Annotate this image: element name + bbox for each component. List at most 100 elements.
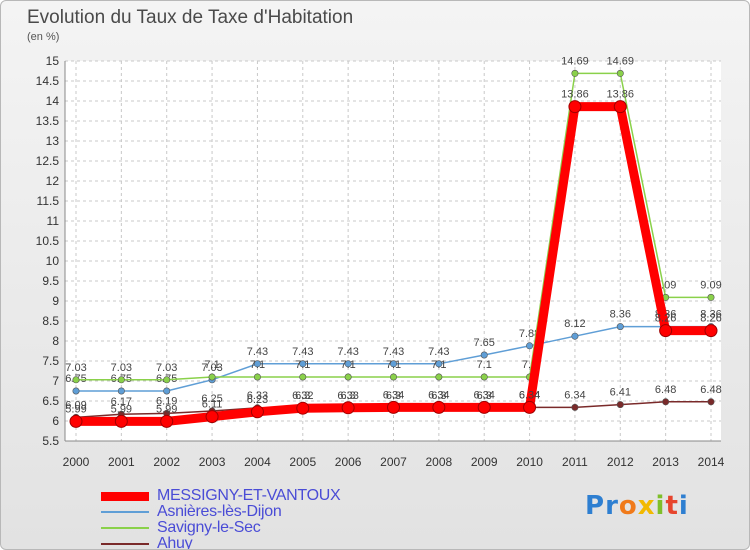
- data-point: [160, 414, 174, 428]
- data-label: 7.1: [477, 359, 492, 371]
- legend-swatch: [101, 527, 149, 529]
- x-tick-label: 2013: [652, 455, 679, 469]
- data-label: 7.43: [428, 346, 449, 358]
- data-label: 6.34: [383, 389, 404, 401]
- legend-swatch: [101, 491, 149, 501]
- data-label: 7.03: [65, 362, 86, 374]
- x-tick-label: 2000: [63, 455, 90, 469]
- data-point: [571, 332, 579, 340]
- legend-item: Asnières-lès-Dijon: [101, 503, 340, 520]
- data-point: [387, 400, 400, 414]
- y-tick-label: 10: [46, 254, 60, 268]
- x-tick-label: 2008: [426, 455, 453, 469]
- data-label: 9.09: [700, 279, 721, 291]
- data-point: [208, 373, 216, 381]
- data-point: [707, 398, 715, 406]
- data-label: 8.36: [700, 309, 721, 321]
- y-tick-label: 7: [52, 374, 59, 388]
- data-label: 7.1: [340, 359, 355, 371]
- data-label: 6.3: [477, 390, 492, 402]
- y-tick-label: 9: [52, 294, 59, 308]
- data-label: 6.3: [386, 390, 401, 402]
- y-tick-label: 13: [46, 134, 60, 148]
- y-tick-label: 14.5: [36, 74, 60, 88]
- y-tick-label: 11: [47, 214, 60, 228]
- data-label: 6.19: [156, 395, 177, 407]
- data-point: [117, 387, 125, 395]
- data-point: [389, 360, 397, 368]
- data-point: [163, 376, 171, 384]
- data-label: 6.41: [610, 387, 631, 399]
- data-label: 7.03: [201, 362, 222, 374]
- data-label: 13.86: [561, 89, 589, 101]
- data-label: 8.26: [700, 313, 721, 325]
- logo-letter: o: [618, 491, 638, 521]
- x-tick-label: 2005: [289, 455, 316, 469]
- data-point: [341, 401, 355, 415]
- data-label: 7.1: [295, 359, 310, 371]
- data-label: 7.1: [386, 359, 401, 371]
- series-messigny-et-vantoux: 5.99 5.99 5.99 6.11 6.23 6.32 6.33 6.34 6.34 6.34…: [65, 89, 722, 428]
- data-point: [163, 387, 171, 395]
- data-label: 7.65: [474, 337, 495, 349]
- data-label: 8.36: [610, 309, 631, 321]
- x-tick-label: 2006: [335, 455, 362, 469]
- data-point: [69, 414, 83, 428]
- data-point: [523, 400, 537, 414]
- data-label: 7.1: [250, 359, 265, 371]
- data-label: 6.09: [65, 399, 86, 411]
- y-tick-label: 7.5: [42, 354, 59, 368]
- data-point: [568, 100, 582, 114]
- data-label: 6.3: [340, 390, 355, 402]
- data-label: 13.86: [607, 89, 635, 101]
- data-label: 6.34: [474, 389, 495, 401]
- data-point: [659, 324, 673, 338]
- data-label: 6.48: [655, 384, 676, 396]
- y-tick-label: 12.5: [36, 154, 60, 168]
- legend-swatch: [101, 543, 149, 545]
- data-label: 6.34: [428, 389, 449, 401]
- data-label: 14.69: [607, 55, 635, 67]
- series-savigny-le-sec: 7.03 7.03 7.03 7.1 7.1 7.1 7.1 7.1 7.1 7.1 7.114.6…: [65, 55, 722, 384]
- data-point: [432, 400, 446, 414]
- data-label: 7.03: [156, 362, 177, 374]
- x-tick-label: 2011: [562, 455, 588, 469]
- data-label: 8.26: [655, 313, 676, 325]
- data-label: 6.11: [202, 399, 223, 411]
- y-tick-label: 8: [52, 334, 59, 348]
- data-point: [707, 293, 715, 301]
- y-tick-label: 13.5: [36, 114, 60, 128]
- data-label: 7.1: [431, 359, 446, 371]
- data-point: [480, 373, 488, 381]
- data-label: 6.33: [337, 390, 358, 402]
- data-point: [477, 400, 491, 414]
- x-tick-label: 2007: [380, 455, 407, 469]
- logo-letter: t: [665, 491, 679, 521]
- y-tick-label: 6.5: [42, 394, 59, 408]
- x-tick-label: 2001: [108, 455, 135, 469]
- x-tick-label: 2010: [516, 455, 543, 469]
- legend-swatch: [101, 511, 149, 513]
- data-label: 7.43: [337, 346, 358, 358]
- data-point: [571, 403, 579, 411]
- legend-label: Savigny-le-Sec: [157, 519, 261, 536]
- y-tick-label: 11.5: [37, 194, 60, 208]
- data-label: 5.99: [111, 403, 132, 415]
- data-label: 7.43: [383, 346, 404, 358]
- legend-label: Ahuy: [157, 535, 193, 550]
- data-label: 8.12: [564, 318, 585, 330]
- data-point: [114, 414, 128, 428]
- data-point: [344, 373, 352, 381]
- data-point: [299, 373, 307, 381]
- data-point: [662, 398, 670, 406]
- data-point: [480, 351, 488, 359]
- data-point: [117, 376, 125, 384]
- chart-legend: MESSIGNY-ET-VANTOUX Asnières-lès-Dijon Sav…: [101, 487, 341, 550]
- data-label: 7.43: [292, 346, 313, 358]
- logo-letter: x: [637, 491, 656, 521]
- data-label: 14.69: [561, 55, 589, 67]
- data-point: [253, 373, 261, 381]
- chart-title: Evolution du Taux de Taxe d'Habitation: [27, 7, 354, 28]
